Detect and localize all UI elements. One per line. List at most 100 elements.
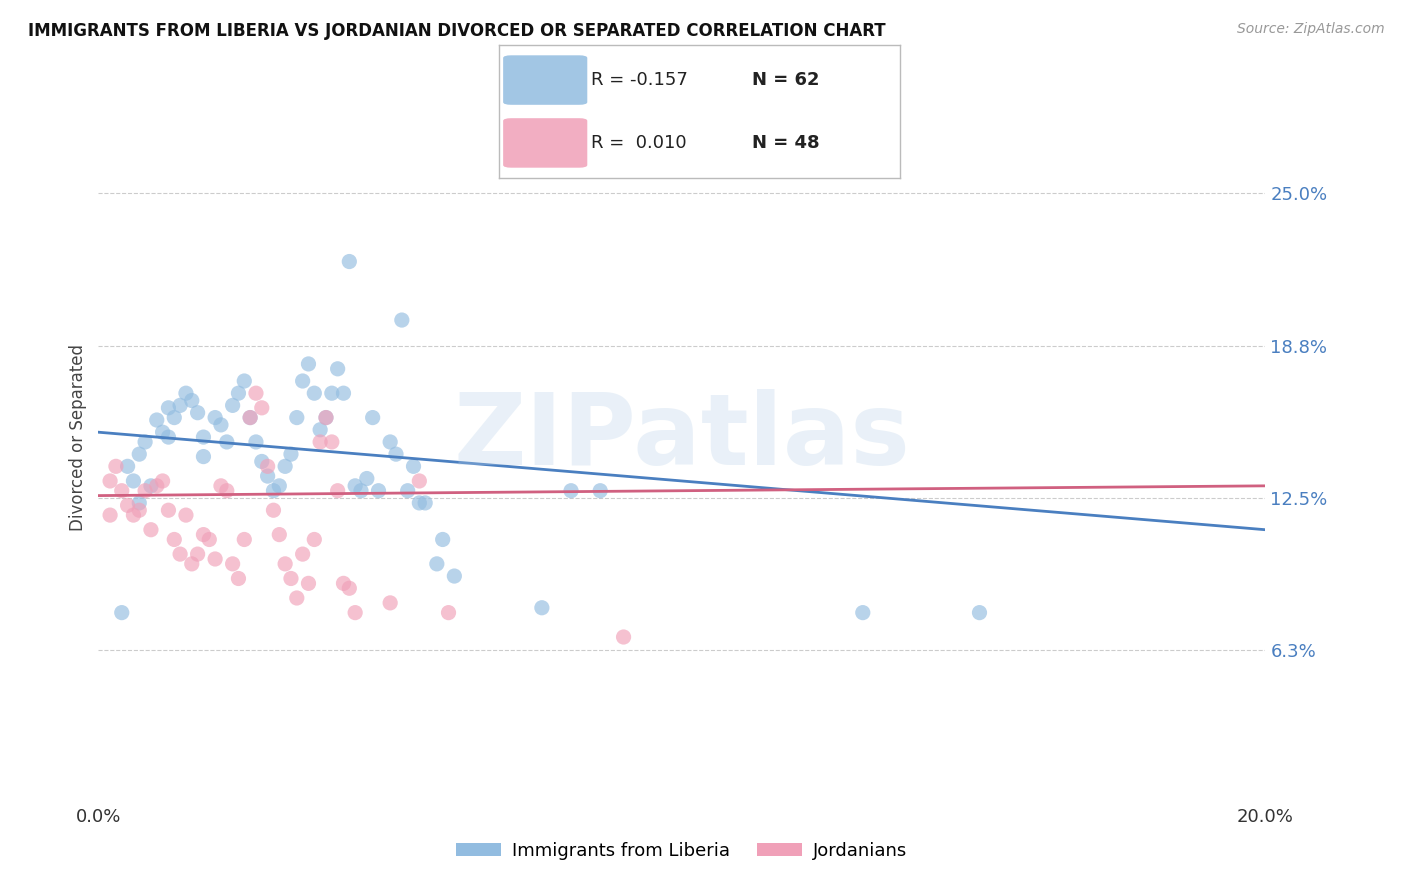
Point [111, 483, 134, 498]
Point [169, 398, 191, 412]
Point [560, 483, 582, 498]
Point [117, 499, 139, 513]
Point [128, 447, 150, 461]
Point [309, 434, 332, 449]
Legend: Immigrants from Liberia, Jordanians: Immigrants from Liberia, Jordanians [449, 835, 915, 867]
Point [396, 483, 419, 498]
Point [326, 483, 349, 498]
Point [98, 474, 121, 488]
Point [309, 423, 332, 437]
Point [157, 401, 180, 415]
Point [530, 600, 553, 615]
Point [111, 606, 134, 620]
Point [262, 483, 284, 498]
Text: Source: ZipAtlas.com: Source: ZipAtlas.com [1237, 22, 1385, 37]
Point [180, 557, 202, 571]
Point [408, 474, 430, 488]
Point [367, 483, 389, 498]
Point [139, 479, 162, 493]
FancyBboxPatch shape [503, 55, 588, 104]
Point [332, 576, 354, 591]
Point [193, 430, 215, 444]
Point [245, 386, 267, 401]
Text: R =  0.010: R = 0.010 [592, 134, 688, 152]
Point [297, 357, 319, 371]
Text: N = 48: N = 48 [752, 134, 820, 152]
Point [146, 413, 169, 427]
Point [280, 447, 302, 461]
Point [337, 254, 360, 268]
Point [233, 533, 256, 547]
Point [432, 533, 454, 547]
Text: IMMIGRANTS FROM LIBERIA VS JORDANIAN DIVORCED OR SEPARATED CORRELATION CHART: IMMIGRANTS FROM LIBERIA VS JORDANIAN DIV… [28, 22, 886, 40]
Point [187, 547, 209, 561]
Point [852, 606, 875, 620]
Point [221, 398, 243, 412]
Point [321, 386, 343, 401]
Point [262, 503, 284, 517]
Point [174, 508, 197, 522]
FancyBboxPatch shape [503, 118, 588, 168]
Point [98, 508, 121, 522]
Point [380, 596, 402, 610]
Point [204, 552, 226, 566]
Point [291, 374, 314, 388]
Point [344, 606, 367, 620]
Point [256, 469, 278, 483]
Point [204, 410, 226, 425]
Point [250, 454, 273, 468]
Point [280, 572, 302, 586]
Point [134, 483, 156, 498]
Point [215, 483, 238, 498]
Point [391, 313, 413, 327]
Point [209, 417, 232, 432]
Text: ZIPatlas: ZIPatlas [454, 389, 910, 485]
Point [146, 479, 169, 493]
Point [187, 406, 209, 420]
Point [285, 410, 308, 425]
Point [344, 479, 367, 493]
Point [437, 606, 460, 620]
Text: R = -0.157: R = -0.157 [592, 71, 688, 89]
Point [443, 569, 465, 583]
Point [233, 374, 256, 388]
Point [285, 591, 308, 605]
Point [134, 434, 156, 449]
Point [250, 401, 273, 415]
Point [361, 410, 384, 425]
Point [413, 496, 436, 510]
Point [380, 434, 402, 449]
Point [332, 386, 354, 401]
Point [315, 410, 337, 425]
Point [180, 393, 202, 408]
Point [169, 547, 191, 561]
Point [297, 576, 319, 591]
Point [385, 447, 408, 461]
Point [193, 527, 215, 541]
Point [157, 503, 180, 517]
Point [589, 483, 612, 498]
Point [239, 410, 262, 425]
Point [245, 434, 267, 449]
Point [152, 425, 174, 440]
Point [304, 386, 326, 401]
Point [274, 557, 297, 571]
Point [174, 386, 197, 401]
Point [356, 471, 378, 485]
Point [152, 474, 174, 488]
Point [612, 630, 634, 644]
Point [198, 533, 221, 547]
Point [128, 503, 150, 517]
Point [321, 434, 343, 449]
Point [315, 410, 337, 425]
Point [274, 459, 297, 474]
Point [193, 450, 215, 464]
Point [122, 508, 145, 522]
Point [291, 547, 314, 561]
Point [215, 434, 238, 449]
Point [122, 474, 145, 488]
Point [408, 496, 430, 510]
Point [269, 479, 291, 493]
Text: N = 62: N = 62 [752, 71, 820, 89]
Point [269, 527, 291, 541]
